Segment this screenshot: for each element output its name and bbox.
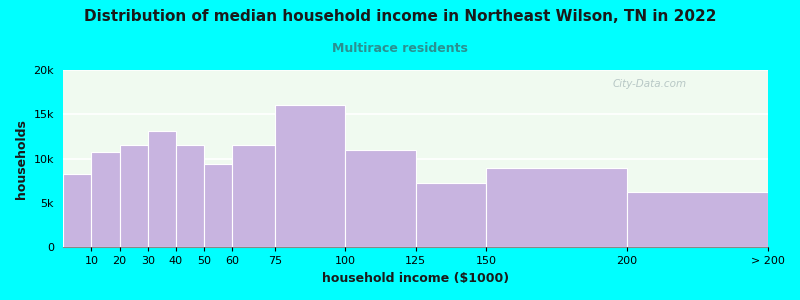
Bar [232, 146, 274, 248]
Bar [416, 183, 486, 248]
Bar [63, 174, 91, 248]
Text: Distribution of median household income in Northeast Wilson, TN in 2022: Distribution of median household income … [84, 9, 716, 24]
Y-axis label: households: households [15, 119, 28, 199]
Bar [148, 131, 176, 248]
Bar [274, 105, 345, 247]
Bar [627, 192, 768, 248]
Text: Multirace residents: Multirace residents [332, 42, 468, 55]
Bar [345, 150, 416, 247]
Bar [176, 145, 204, 248]
X-axis label: household income ($1000): household income ($1000) [322, 272, 509, 285]
Text: City-Data.com: City-Data.com [613, 79, 687, 89]
Bar [119, 145, 148, 248]
Bar [204, 164, 232, 248]
Bar [486, 168, 627, 248]
Bar [91, 152, 119, 248]
